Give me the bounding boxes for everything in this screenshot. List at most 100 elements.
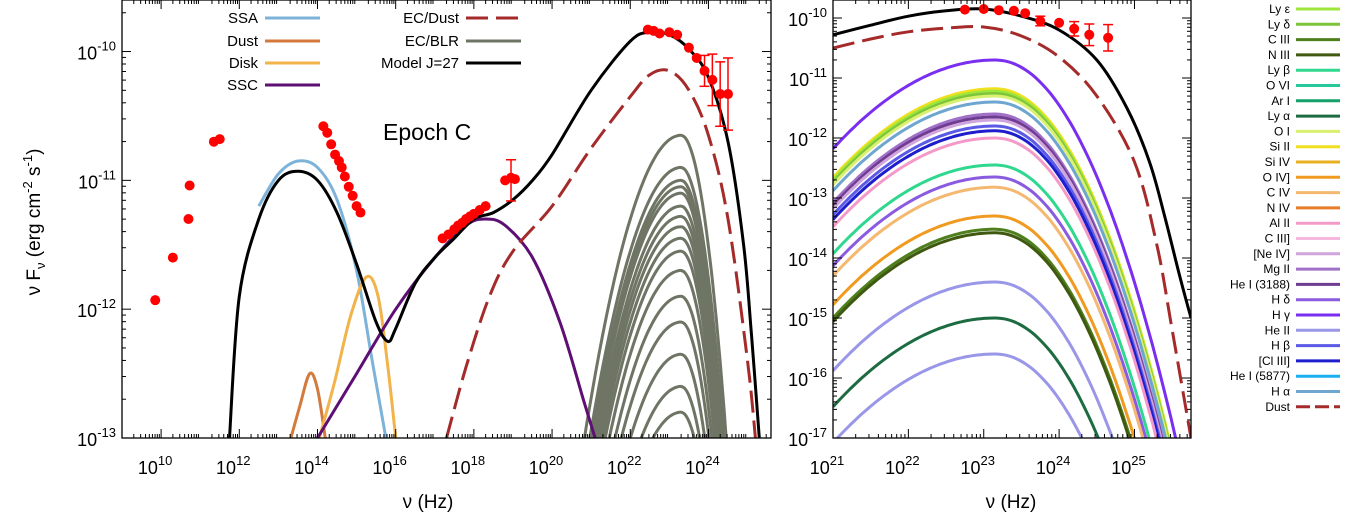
emission-line-curve-10	[833, 129, 1160, 438]
x-tick-label-0: 1021	[810, 453, 845, 478]
obs-point-36	[691, 52, 702, 63]
ec-blr-curve-4	[592, 191, 724, 438]
ec-blr-curve-6	[596, 214, 722, 438]
x-tick-label-6: 1022	[607, 453, 642, 478]
curve-ec-dust	[445, 68, 757, 438]
right-legend-label-23: [Cl III]	[1259, 354, 1290, 368]
component-curves	[228, 30, 761, 438]
obs-point-11	[336, 162, 347, 173]
obs-point-5	[214, 134, 225, 145]
emission-line-curve-9	[833, 124, 1162, 438]
obs-point-26	[480, 201, 491, 212]
curve-ssa	[257, 159, 388, 438]
right-legend-label-11: O IV]	[1263, 170, 1290, 184]
right-legend-label-0: Ly ε	[1269, 2, 1291, 16]
obs-point-7	[322, 127, 333, 138]
emission-line-curve-19	[833, 316, 1100, 438]
ec-blr-curve-15	[651, 410, 696, 438]
emission-line-curve-11	[833, 136, 1158, 438]
emission-line-curves	[833, 58, 1178, 438]
curve-disk	[317, 274, 398, 438]
x-tick-label-0: 1010	[138, 453, 173, 478]
x-tick-label-1: 1012	[216, 453, 251, 478]
obs-point-1	[167, 252, 178, 263]
legend-label-5: EC/BLR	[405, 33, 459, 50]
obs-point-16	[355, 207, 366, 218]
obs-point-34	[672, 29, 683, 40]
right-obs-point-0	[959, 4, 970, 15]
legend-label-3: SSC	[227, 77, 258, 94]
emission-line-curve-15	[833, 214, 1136, 438]
right-legend-label-2: C III	[1268, 33, 1290, 47]
right-legend-label-20: H γ	[1272, 308, 1290, 322]
x-tick-label-4: 1018	[451, 453, 486, 478]
y-tick-label-0: 10-17	[788, 425, 827, 450]
x-tick-label-1: 1022	[885, 453, 920, 478]
right-panel: 1021 1022 1023 1024 1025 10-17 10-16 10-15 10-14…	[788, 0, 1340, 513]
emission-line-curve-0	[833, 58, 1178, 438]
right-plot-frame	[832, 0, 1192, 439]
curve-dust	[289, 371, 327, 438]
left-panel: 1010 1012 1014 1016 1018 1020 1022 1024 10-13 10-…	[20, 0, 772, 513]
obs-point-38	[707, 74, 718, 85]
right-obs-point-5	[1035, 16, 1046, 26]
right-legend-label-7: Ly α	[1268, 109, 1291, 123]
right-model-curve	[833, 7, 1191, 319]
y-tick-label-7: 10-10	[788, 5, 827, 30]
x-tick-label-2: 1014	[294, 453, 329, 478]
obs-point-37	[699, 65, 710, 76]
right-legend-label-24: He I (5877)	[1230, 369, 1290, 383]
right-obs-point-7	[1069, 23, 1080, 34]
y-tick-label-1: 10-12	[77, 296, 116, 321]
obs-point-39	[715, 89, 726, 100]
ec-blr-curve-1	[588, 165, 726, 438]
ec-blr-curve-0	[582, 133, 728, 438]
right-legend-label-5: O VI	[1266, 79, 1290, 93]
x-tick-label-5: 1020	[529, 453, 564, 478]
observed-points	[150, 24, 733, 306]
right-legend-label-10: Si IV	[1265, 155, 1290, 169]
obs-point-14	[347, 190, 358, 201]
right-obs-point-4	[1020, 8, 1031, 19]
y-tick-label-5: 10-12	[788, 125, 827, 150]
y-tick-label-2: 10-11	[78, 167, 116, 192]
x-tick-label-4: 1025	[1111, 453, 1146, 478]
right-legend-label-18: He I (3188)	[1230, 277, 1290, 291]
right-dust-curve	[833, 25, 1191, 438]
legend-label-0: SSA	[228, 10, 258, 27]
y-tick-label-0: 10-13	[77, 425, 116, 450]
right-legend-label-21: He II	[1265, 323, 1290, 337]
ec-blr-curve-11	[613, 294, 714, 438]
obs-point-2	[183, 214, 194, 224]
right-obs-point-3	[1008, 5, 1019, 16]
legend-label-6: Model J=27	[381, 55, 459, 72]
ec-blr-curve-13	[628, 352, 707, 438]
y-tick-label-3: 10-14	[788, 245, 827, 270]
right-legend-label-12: C IV	[1267, 186, 1290, 200]
ec-blr-curve-7	[598, 225, 721, 438]
right-legend-label-17: Mg II	[1263, 262, 1290, 276]
obs-point-33	[664, 27, 675, 38]
emission-line-curve-8	[833, 118, 1163, 438]
left-legend: SSA Dust Disk SSC EC/Dust EC/BLR Model J=27	[227, 10, 521, 94]
right-ticks: 1021 1022 1023 1024 1025 10-17 10-16 10-15 10-14…	[788, 0, 1191, 478]
right-legend-label-16: [Ne IV]	[1253, 247, 1290, 261]
emission-line-curve-5	[833, 100, 1168, 438]
right-legend-label-19: H δ	[1271, 293, 1290, 307]
right-legend-label-8: O I	[1274, 124, 1290, 138]
obs-point-13	[343, 181, 354, 192]
left-ticks: 1010 1012 1014 1016 1018 1020 1022 1024 10-13 10-…	[77, 0, 771, 478]
right-obs-point-6	[1054, 17, 1065, 28]
x-tick-label-7: 1024	[685, 453, 720, 478]
obs-point-12	[339, 171, 350, 182]
emission-line-curve-17	[833, 231, 1131, 438]
emission-line-curve-14	[833, 185, 1145, 438]
x-tick-label-3: 1024	[1036, 453, 1071, 478]
y-tick-label-1: 10-16	[788, 365, 827, 390]
right-x-axis-label: ν (Hz)	[986, 492, 1037, 513]
ec-blr-curve-12	[619, 320, 711, 438]
epoch-label: Epoch C	[383, 119, 471, 145]
right-obs-point-9	[1103, 32, 1114, 43]
emission-line-curve-13	[833, 175, 1148, 438]
right-obs-point-2	[993, 5, 1004, 16]
